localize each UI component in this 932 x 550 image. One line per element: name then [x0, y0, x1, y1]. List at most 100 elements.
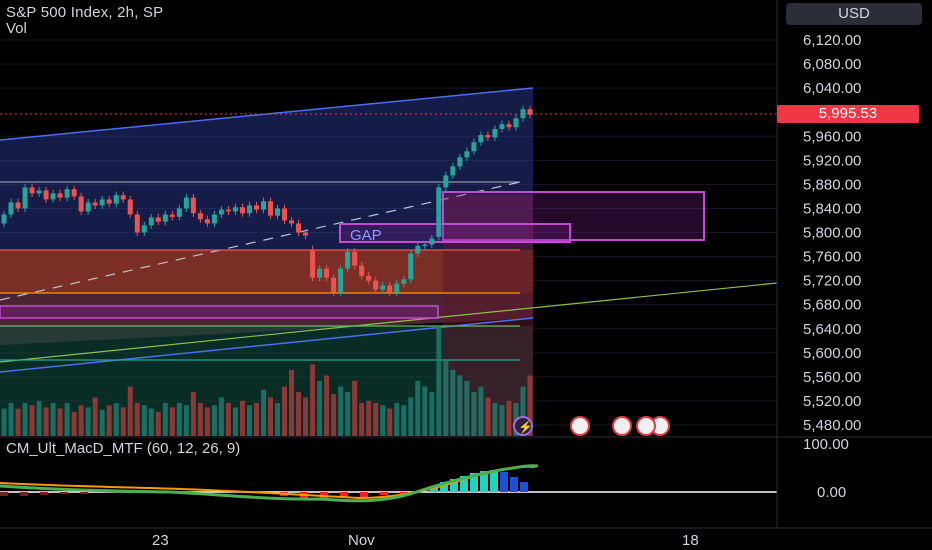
us-flag-icon[interactable]: [636, 416, 656, 436]
volume-bar: [148, 408, 154, 436]
lightning-icon[interactable]: [513, 416, 533, 436]
event-icons: ⚡: [513, 416, 670, 436]
time-axis-label: Nov: [348, 532, 375, 549]
candle-body: [211, 214, 217, 224]
candle-body: [408, 253, 414, 280]
lightning-glyph: ⚡: [518, 420, 533, 434]
candle-body: [78, 196, 84, 212]
volume-bar: [190, 392, 196, 436]
volume-bar: [478, 386, 484, 436]
candle-body: [275, 208, 281, 216]
currency-button[interactable]: USD: [786, 3, 922, 25]
macd-axis: 100.00 0.00: [803, 436, 849, 501]
price-axis-label: 5,520.00: [803, 393, 861, 410]
volume-bar: [352, 381, 358, 436]
price-axis-label: 5,680.00: [803, 297, 861, 314]
volume-bar: [225, 403, 231, 436]
channel-bottom-line: [0, 317, 534, 373]
volume-bar: [211, 405, 217, 436]
volume-bar: [50, 403, 56, 436]
candle-body: [282, 208, 288, 221]
macd-indicator-label[interactable]: CM_Ult_MacD_MTF (60, 12, 26, 9): [6, 440, 241, 457]
volume-bar: [8, 403, 14, 436]
volume-bar: [99, 409, 105, 436]
supply-zone-box[interactable]: [442, 191, 705, 241]
volume-bar: [345, 392, 351, 436]
volume-bar: [71, 411, 77, 436]
candle-body: [134, 214, 140, 233]
volume-bar: [155, 411, 161, 436]
time-axis-label: 23: [152, 532, 169, 549]
candle-body: [22, 187, 28, 209]
candle-body: [29, 187, 35, 194]
volume-bar: [169, 407, 175, 436]
volume-bar: [310, 364, 316, 436]
gap-box[interactable]: [339, 223, 571, 243]
volume-bar: [527, 375, 533, 436]
chart-title: S&P 500 Index, 2h, SP: [6, 4, 164, 21]
candle-body: [429, 238, 435, 245]
volume-bar: [506, 400, 512, 436]
macd-histogram-bar: [510, 477, 518, 492]
candle-body: [8, 202, 14, 215]
volume-bar: [457, 375, 463, 436]
price-axis-label: 5,840.00: [803, 200, 861, 217]
volume-bar: [141, 405, 147, 436]
candle-body: [464, 151, 470, 158]
time-axis[interactable]: 23 Nov 18: [152, 532, 699, 549]
macd-histogram-bar: [340, 492, 348, 498]
volume-bar: [275, 403, 281, 436]
candle-body: [331, 277, 337, 293]
volume-bar: [422, 386, 428, 436]
candle-body: [352, 251, 358, 266]
macd-histogram-bar: [470, 473, 478, 492]
candle-body: [239, 207, 245, 214]
volume-bar: [436, 326, 442, 436]
purple-band: [0, 305, 439, 319]
volume-bar: [443, 359, 449, 436]
macd-histogram-bar: [450, 479, 458, 492]
volume-bar: [78, 405, 84, 436]
candle-body: [1, 214, 7, 224]
volume-bar: [85, 407, 91, 436]
macd-histogram-bar: [0, 492, 8, 496]
volume-bar: [324, 375, 330, 436]
macd-axis-label: 100.00: [803, 436, 849, 453]
time-axis-label: 18: [682, 532, 699, 549]
candle-body: [204, 219, 210, 224]
volume-bar: [520, 386, 526, 436]
volume-bar: [15, 408, 21, 436]
candle-body: [506, 124, 512, 128]
candle-body: [71, 189, 77, 197]
candle-body: [485, 135, 491, 138]
macd-histogram-bar: [20, 492, 28, 496]
candle-body: [324, 268, 330, 278]
price-axis-label: 5,560.00: [803, 369, 861, 386]
candle-body: [289, 220, 295, 224]
candle-body: [106, 199, 112, 204]
volume-bar: [401, 405, 407, 436]
last-price-tag: 5,995.53: [777, 105, 919, 123]
candle-body: [99, 199, 105, 206]
us-flag-icon[interactable]: [612, 416, 632, 436]
gap-label: GAP: [350, 227, 382, 244]
candle-body: [387, 285, 393, 293]
candle-body: [401, 279, 407, 284]
price-axis-label: 5,920.00: [803, 152, 861, 169]
candle-body: [232, 207, 238, 212]
candle-body: [345, 251, 351, 269]
us-flag-icon[interactable]: [570, 416, 590, 436]
candle-body: [190, 197, 196, 214]
macd-histogram-bar: [380, 492, 388, 495]
candle-body: [415, 245, 421, 254]
price-axis[interactable]: 6,120.00 6,080.00 6,040.00 5,960.00 5,920.00…: [803, 32, 861, 434]
candle-body: [64, 189, 70, 198]
trend-line-green: [0, 282, 778, 363]
candle-body: [197, 213, 203, 220]
volume-bar: [387, 408, 393, 436]
candle-body: [162, 214, 168, 222]
macd-histogram-bar: [480, 471, 488, 492]
candle-body: [141, 225, 147, 233]
volume-bar: [162, 403, 168, 436]
